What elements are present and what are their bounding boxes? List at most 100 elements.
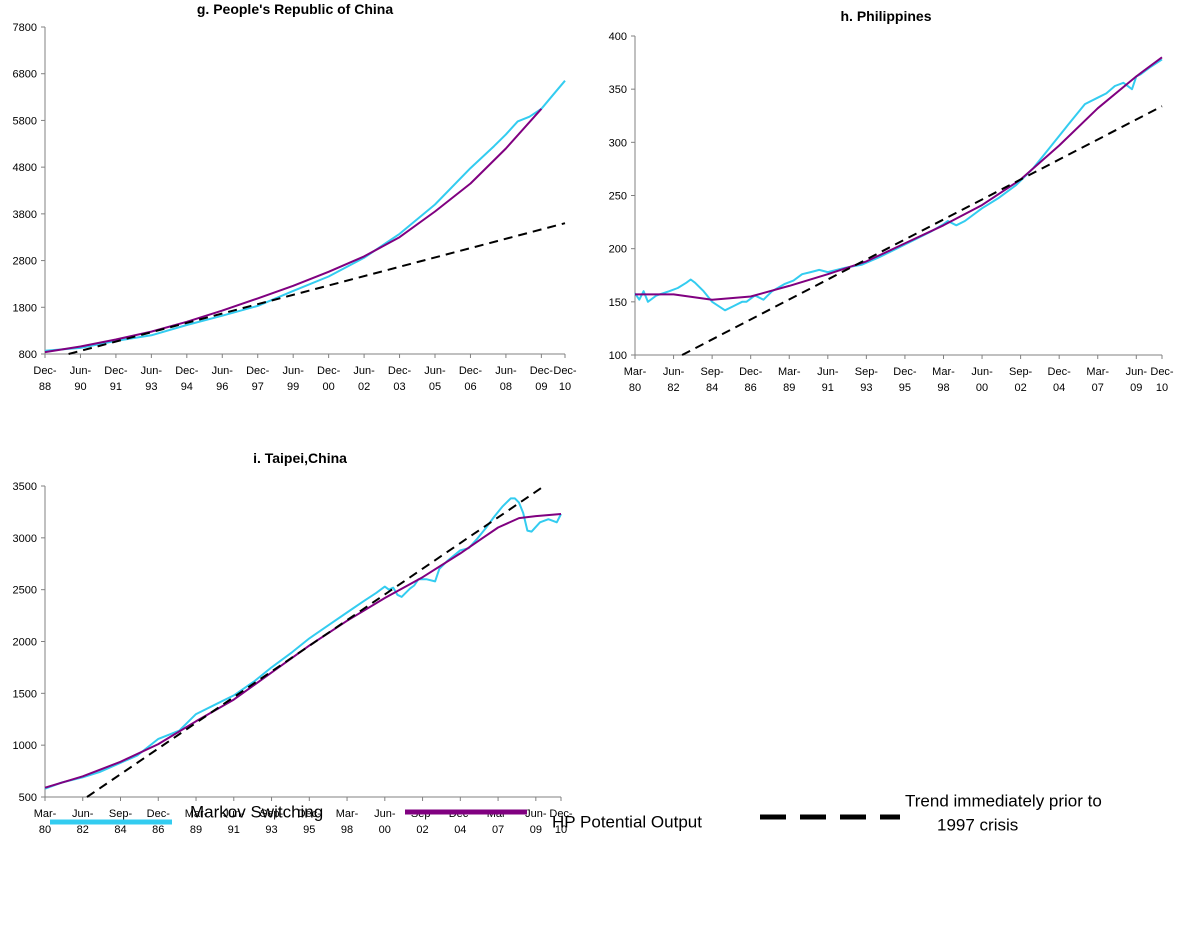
y-tick-label: 1000 [13, 740, 37, 752]
y-tick-label: 150 [609, 297, 627, 309]
legend-label-markov: Markov Switching [190, 802, 323, 821]
x-tick-label: Dec- [1048, 366, 1072, 378]
x-tick-label: 07 [492, 824, 504, 836]
x-tick-label: 80 [629, 382, 641, 394]
x-tick-label: Dec- [104, 365, 128, 377]
x-tick-label: Dec- [1150, 366, 1174, 378]
series-line-hp-potential-output [44, 108, 543, 354]
x-tick-label: Sep- [1009, 366, 1033, 378]
x-tick-label: 94 [181, 381, 193, 393]
series-line-trend-immediately-prior-to-1997-crisis [86, 485, 545, 798]
x-tick-label: 89 [783, 382, 795, 394]
x-tick-label: Jun- [223, 808, 245, 820]
x-tick-label: 80 [39, 824, 51, 836]
y-tick-label: 1500 [13, 688, 37, 700]
chart-svg-taipei: i. Taipei,China5001000150020002500300035… [13, 450, 573, 836]
x-tick-label: Dec- [246, 365, 270, 377]
y-tick-label: 350 [609, 84, 627, 96]
x-tick-label: Jun- [817, 366, 839, 378]
legend-svg: Markov Switching HP Potential Output Tre… [50, 791, 1102, 834]
x-tick-label: Jun- [374, 808, 396, 820]
x-tick-label: Dec- [147, 808, 171, 820]
x-tick-label: Dec- [175, 365, 199, 377]
x-tick-label: 10 [555, 824, 567, 836]
x-tick-label: 95 [899, 382, 911, 394]
x-tick-label: Jun- [141, 365, 163, 377]
x-tick-label: 91 [110, 381, 122, 393]
y-tick-label: 1800 [13, 302, 37, 314]
x-tick-label: 89 [190, 824, 202, 836]
y-tick-label: 3500 [13, 481, 37, 493]
x-tick-label: Dec- [893, 366, 917, 378]
chart-svg-philippines: h. Philippines 100 150 200 250 300 350 400 Mar- 8… [609, 8, 1174, 394]
legend-label-hp: HP Potential Output [552, 812, 702, 831]
x-tick-label: 98 [341, 824, 353, 836]
x-tick-label: 00 [976, 382, 988, 394]
x-tick-label: 91 [822, 382, 834, 394]
x-tick-label: Sep- [700, 366, 724, 378]
series-line-hp-potential-output [44, 513, 562, 789]
x-tick-label: Mar- [34, 808, 57, 820]
x-tick-label: Jun- [1126, 366, 1148, 378]
series-line-hp-potential-output [635, 56, 1163, 301]
y-tick-label: 5800 [13, 115, 37, 127]
y-tick-label: 2500 [13, 585, 37, 597]
x-tick-label: Sep- [855, 366, 879, 378]
x-tick-label: 04 [1053, 382, 1065, 394]
x-tick-label: Jun- [70, 365, 92, 377]
x-tick-label: Jun- [353, 365, 375, 377]
x-tick-label: 09 [535, 381, 547, 393]
y-tick-label: 400 [609, 31, 627, 43]
x-tick-label: 09 [1130, 382, 1142, 394]
y-tick-label: 200 [609, 244, 627, 256]
x-tick-label: 00 [379, 824, 391, 836]
y-tick-label: 500 [19, 792, 37, 804]
x-tick-label: Sep- [260, 808, 284, 820]
x-tick-label: Dec- [553, 365, 577, 377]
legend-label-trend-line1: Trend immediately prior to [905, 791, 1102, 810]
x-tick-label: 09 [530, 824, 542, 836]
x-tick-label: 02 [416, 824, 428, 836]
x-tick-label: 98 [937, 382, 949, 394]
x-tick-label: Jun- [72, 808, 94, 820]
x-tick-label: Jun- [663, 366, 685, 378]
x-tick-label: Mar- [185, 808, 208, 820]
series-line-trend-immediately-prior-to-1997-crisis [68, 222, 566, 355]
y-tick-label: 3800 [13, 209, 37, 221]
x-tick-label: Dec- [388, 365, 412, 377]
x-tick-label: Sep- [109, 808, 133, 820]
y-tick-label: 100 [609, 350, 627, 362]
x-tick-label: 84 [706, 382, 718, 394]
x-tick-label: 93 [860, 382, 872, 394]
x-tick-label: 82 [77, 824, 89, 836]
chart-legend: Markov Switching HP Potential Output Tre… [0, 780, 1183, 934]
x-tick-label: Dec- [549, 808, 573, 820]
x-tick-label: 86 [745, 382, 757, 394]
x-tick-label: 88 [39, 381, 51, 393]
x-tick-label: 10 [1156, 382, 1168, 394]
chart-title-philippines: h. Philippines [840, 8, 931, 24]
x-tick-label: 91 [228, 824, 240, 836]
x-tick-label: 97 [252, 381, 264, 393]
y-tick-label: 6800 [13, 69, 37, 81]
x-tick-label: 95 [303, 824, 315, 836]
x-tick-label: Jun- [971, 366, 993, 378]
x-tick-label: 05 [429, 381, 441, 393]
chart-svg-china: g. People's Republic of China 800 1800 2800… [13, 1, 577, 393]
x-tick-label: Jun- [424, 365, 446, 377]
y-tick-label: 800 [19, 349, 37, 361]
y-tick-label: 7800 [13, 22, 37, 34]
chart-panel-taipei: i. Taipei,China 500 1000 1500 2000 2500 3000 35… [0, 445, 592, 836]
x-tick-label: 93 [145, 381, 157, 393]
y-tick-label: 2800 [13, 256, 37, 268]
x-tick-label: 07 [1092, 382, 1104, 394]
x-tick-label: Mar- [336, 808, 359, 820]
series-line-trend-immediately-prior-to-1997-crisis [681, 105, 1163, 356]
series-line-markov-switching [634, 58, 1163, 312]
x-tick-label: Jun- [282, 365, 304, 377]
x-tick-label: Jun- [212, 365, 234, 377]
x-tick-label: 90 [74, 381, 86, 393]
x-tick-label: Dec- [459, 365, 483, 377]
x-tick-label: 82 [667, 382, 679, 394]
x-tick-label: 00 [323, 381, 335, 393]
